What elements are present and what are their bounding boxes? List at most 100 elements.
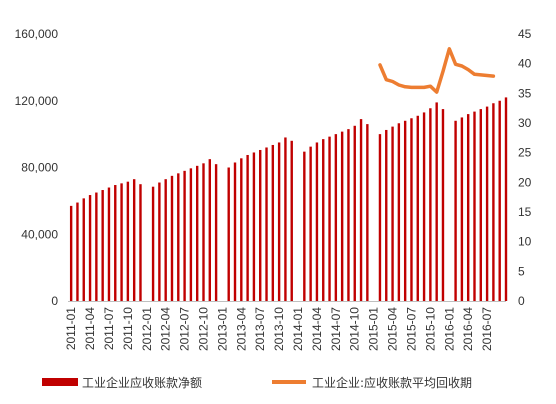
line-series	[378, 47, 496, 94]
right-axis-tick-label: 15	[518, 205, 532, 219]
bar	[460, 117, 464, 301]
bar	[347, 129, 350, 301]
bar	[385, 129, 388, 301]
bar-series	[69, 97, 508, 302]
x-axis-tick-label: 2012-04	[159, 307, 173, 351]
bar	[492, 103, 495, 301]
bar	[303, 151, 306, 301]
right-axis-tick-label: 5	[518, 264, 525, 278]
bar	[359, 119, 363, 301]
right-axis-tick-label: 35	[518, 86, 532, 100]
bar	[309, 146, 312, 301]
bar	[227, 167, 230, 301]
legend-label-bar: 工业企业应收账款净额	[82, 375, 202, 390]
bar	[504, 97, 508, 301]
bar	[107, 187, 111, 301]
x-axis-tick-label: 2014-04	[310, 307, 324, 351]
x-axis-tick-label: 2014-01	[291, 307, 305, 351]
bar	[466, 114, 470, 301]
x-axis-tick-label: 2011-01	[64, 307, 78, 350]
x-axis-tick-label: 2014-10	[348, 307, 362, 351]
x-axis-tick-label: 2015-04	[386, 307, 400, 351]
x-axis-tick-label: 2016-01	[442, 307, 456, 351]
bar	[340, 131, 344, 301]
bar	[252, 152, 256, 301]
bar	[82, 198, 85, 301]
bar	[189, 168, 193, 301]
legend: 工业企业应收账款净额 工业企业:应收账款平均回收期	[42, 375, 472, 390]
bar	[435, 102, 438, 301]
bar	[498, 100, 501, 301]
left-axis-tick-label: 160,000	[15, 27, 59, 41]
left-axis-tick-label: 120,000	[15, 94, 59, 108]
left-axis-ticks: 0 40,000 80,000 120,000 160,000	[15, 27, 59, 308]
bar	[271, 144, 275, 301]
bar	[479, 109, 482, 301]
bar	[183, 170, 186, 301]
bar	[422, 112, 426, 302]
bar	[391, 126, 394, 301]
bar	[403, 120, 407, 302]
bar	[429, 108, 432, 302]
bar	[195, 165, 199, 301]
bar	[101, 190, 104, 301]
bar	[277, 142, 281, 301]
x-axis-tick-label: 2013-04	[234, 307, 248, 351]
bar	[202, 163, 205, 301]
x-axis-tick-label: 2013-07	[253, 307, 267, 351]
bar	[246, 154, 249, 301]
bar	[114, 185, 117, 301]
x-axis-tick-label: 2015-01	[367, 307, 381, 351]
bar	[322, 139, 325, 301]
right-axis-tick-label: 40	[518, 57, 532, 71]
bar	[334, 134, 338, 301]
series-line	[378, 47, 496, 94]
bar	[139, 184, 142, 301]
x-axis-tick-label: 2012-07	[178, 307, 192, 351]
right-axis-tick-label: 25	[518, 146, 532, 160]
bar	[265, 147, 268, 301]
bar	[353, 125, 356, 301]
bar	[290, 140, 293, 301]
bar	[76, 202, 79, 301]
bar	[366, 124, 369, 301]
x-axis-tick-label: 2016-04	[461, 307, 475, 351]
right-axis-tick-label: 45	[518, 27, 532, 41]
bar	[240, 158, 243, 301]
bar	[315, 142, 319, 301]
legend-swatch-bar	[42, 378, 78, 386]
x-axis-tick-label: 2013-01	[215, 307, 229, 351]
bar	[158, 182, 161, 301]
right-axis-tick-label: 10	[518, 235, 532, 249]
bar	[214, 164, 218, 301]
bar	[410, 118, 413, 301]
left-axis-tick-label: 40,000	[21, 227, 58, 241]
right-axis-tick-label: 20	[518, 175, 532, 189]
bar	[126, 181, 130, 301]
bar	[95, 192, 98, 301]
x-axis-tick-label: 2015-10	[423, 307, 437, 351]
x-axis-tick-label: 2016-07	[480, 307, 494, 351]
x-axis-tick-label: 2011-04	[83, 307, 97, 350]
legend-label-line: 工业企业:应收账款平均回收期	[312, 375, 472, 390]
x-axis-tick-label: 2015-07	[404, 307, 418, 351]
x-axis-tick-label: 2014-07	[329, 307, 343, 351]
bar	[88, 195, 92, 301]
right-axis-tick-label: 0	[518, 294, 525, 308]
bar	[416, 115, 419, 301]
left-axis-tick-label: 80,000	[21, 161, 58, 175]
bar	[485, 106, 489, 301]
right-axis-tick-label: 30	[518, 116, 532, 130]
bar	[120, 183, 123, 301]
bar	[132, 179, 136, 301]
x-axis-tick-label: 2011-10	[121, 307, 135, 350]
left-axis-tick-label: 0	[51, 294, 58, 308]
bar	[151, 186, 155, 301]
right-axis-ticks: 0 5 10 15 20 25 30 35 40 45	[518, 27, 532, 308]
bar	[454, 120, 457, 302]
bar	[397, 123, 401, 301]
bar	[328, 136, 331, 301]
bar	[208, 159, 211, 301]
x-axis-tick-label: 2013-10	[272, 307, 286, 351]
